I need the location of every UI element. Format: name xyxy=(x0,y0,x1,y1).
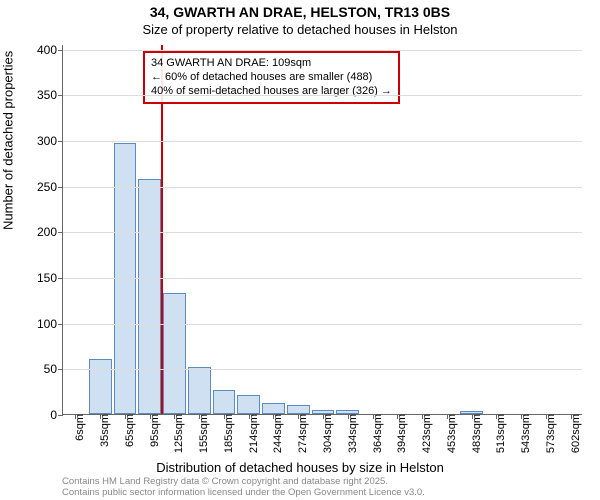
bar xyxy=(213,390,236,414)
bar xyxy=(287,405,310,414)
x-tick-label: 6sqm xyxy=(74,414,86,441)
x-tick-label: 35sqm xyxy=(99,414,111,447)
gridline xyxy=(63,232,582,233)
y-axis-label: Number of detached properties xyxy=(1,51,16,230)
footer-line-1: Contains HM Land Registry data © Crown c… xyxy=(62,477,425,487)
y-tick-mark xyxy=(58,369,63,370)
x-axis-label: Distribution of detached houses by size … xyxy=(0,460,600,475)
y-tick-mark xyxy=(58,324,63,325)
bar xyxy=(138,179,161,414)
x-tick-label: 65sqm xyxy=(124,414,136,447)
callout-line-1: 34 GWARTH AN DRAE: 109sqm xyxy=(151,57,392,71)
y-tick-label: 350 xyxy=(15,88,63,102)
y-tick-label: 300 xyxy=(15,134,63,148)
x-tick-label: 543sqm xyxy=(520,414,532,453)
y-tick-mark xyxy=(58,50,63,51)
x-tick-label: 125sqm xyxy=(173,414,185,453)
callout-box: 34 GWARTH AN DRAE: 109sqm ← 60% of detac… xyxy=(143,51,400,104)
x-tick-label: 423sqm xyxy=(421,414,433,453)
gridline xyxy=(63,369,582,370)
plot-area: 34 GWARTH AN DRAE: 109sqm ← 60% of detac… xyxy=(62,45,582,415)
x-tick-label: 185sqm xyxy=(223,414,235,453)
y-tick-label: 0 xyxy=(15,408,63,422)
y-tick-label: 400 xyxy=(15,43,63,57)
callout-line-2: ← 60% of detached houses are smaller (48… xyxy=(151,71,392,85)
gridline xyxy=(63,324,582,325)
x-tick-label: 453sqm xyxy=(446,414,458,453)
footer-line-2: Contains public sector information licen… xyxy=(62,488,425,498)
chart-subtitle: Size of property relative to detached ho… xyxy=(0,22,600,37)
gridline xyxy=(63,278,582,279)
gridline xyxy=(63,50,582,51)
y-tick-mark xyxy=(58,278,63,279)
x-tick-label: 95sqm xyxy=(149,414,161,447)
x-tick-label: 334sqm xyxy=(347,414,359,453)
x-tick-label: 573sqm xyxy=(545,414,557,453)
y-tick-label: 50 xyxy=(15,362,63,376)
x-tick-label: 304sqm xyxy=(322,414,334,453)
y-tick-label: 150 xyxy=(15,271,63,285)
y-tick-mark xyxy=(58,95,63,96)
attribution-footer: Contains HM Land Registry data © Crown c… xyxy=(62,477,425,498)
y-tick-label: 200 xyxy=(15,225,63,239)
gridline xyxy=(63,141,582,142)
bar xyxy=(237,395,260,414)
y-tick-label: 100 xyxy=(15,317,63,331)
y-tick-mark xyxy=(58,187,63,188)
y-tick-mark xyxy=(58,232,63,233)
x-tick-label: 214sqm xyxy=(248,414,260,453)
x-tick-label: 483sqm xyxy=(471,414,483,453)
bar xyxy=(262,403,285,414)
x-tick-label: 602sqm xyxy=(570,414,582,453)
x-tick-label: 513sqm xyxy=(495,414,507,453)
x-tick-label: 155sqm xyxy=(198,414,210,453)
x-tick-label: 274sqm xyxy=(297,414,309,453)
x-tick-label: 364sqm xyxy=(372,414,384,453)
bar xyxy=(89,359,112,414)
y-tick-mark xyxy=(58,415,63,416)
chart-title: 34, GWARTH AN DRAE, HELSTON, TR13 0BS xyxy=(0,4,600,20)
bar xyxy=(163,293,186,415)
x-tick-label: 394sqm xyxy=(396,414,408,453)
y-tick-label: 250 xyxy=(15,180,63,194)
y-tick-mark xyxy=(58,141,63,142)
x-tick-label: 244sqm xyxy=(272,414,284,453)
bar xyxy=(188,367,211,415)
gridline xyxy=(63,187,582,188)
gridline xyxy=(63,95,582,96)
